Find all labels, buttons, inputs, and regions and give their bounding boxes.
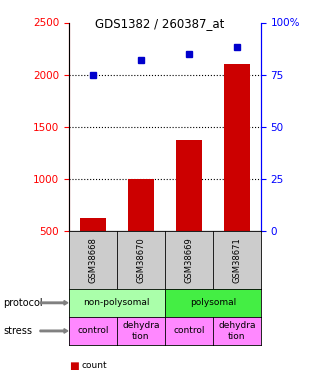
Text: GSM38668: GSM38668 <box>88 237 97 283</box>
Text: protocol: protocol <box>3 298 43 308</box>
Bar <box>176 140 202 231</box>
Text: non-polysomal: non-polysomal <box>84 298 150 307</box>
Text: control: control <box>173 326 204 335</box>
Text: polysomal: polysomal <box>190 298 236 307</box>
Text: GSM38669: GSM38669 <box>184 237 193 283</box>
Text: ■: ■ <box>69 361 78 370</box>
Text: GDS1382 / 260387_at: GDS1382 / 260387_at <box>95 17 225 30</box>
Text: stress: stress <box>3 326 32 336</box>
Bar <box>80 218 106 231</box>
Text: GSM38671: GSM38671 <box>232 237 241 283</box>
Text: GSM38670: GSM38670 <box>136 237 145 283</box>
Text: dehydra
tion: dehydra tion <box>122 321 160 340</box>
Text: dehydra
tion: dehydra tion <box>218 321 256 340</box>
Text: count: count <box>82 361 107 370</box>
Bar <box>224 64 250 231</box>
Text: control: control <box>77 326 108 335</box>
Bar <box>128 178 154 231</box>
